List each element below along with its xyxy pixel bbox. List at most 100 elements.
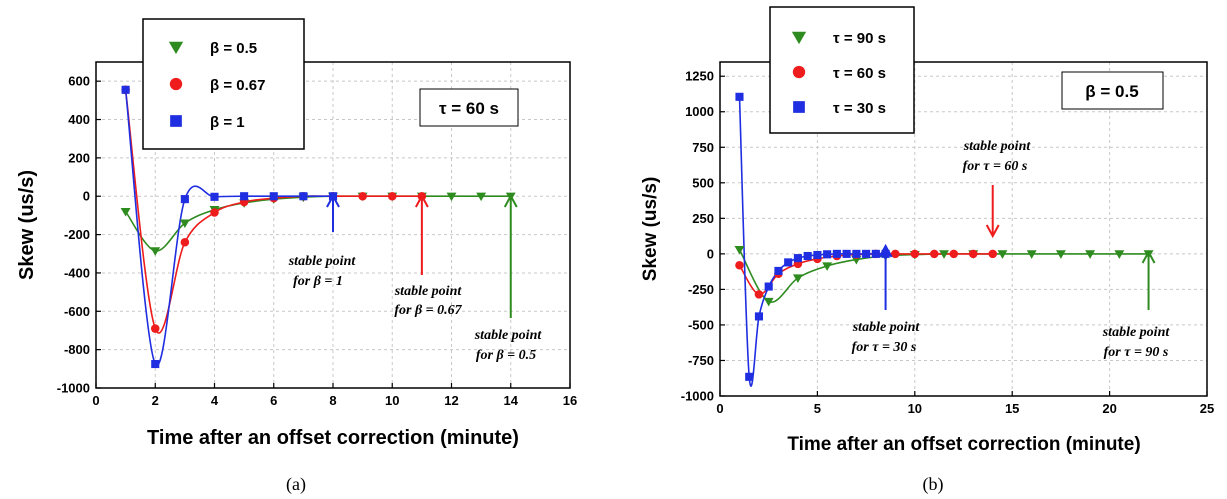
data-point-b-1 [949,249,959,259]
data-point-b-1 [754,290,764,299]
data-point-a-0 [120,207,131,217]
data-point-a-1 [150,324,160,333]
axis-ticks-a: 0 2 4 6 8 10 12 14 16 -1000 -800 -600 -400 -200 0 200 40… [57,74,577,408]
chart-panel-b: 0 5 10 15 20 25 -1000 -750 -500 -250 0 250 500 750 100… [640,6,1214,495]
data-point-b-1 [988,249,997,259]
y-axis-title-a: Skew (us/s) [16,170,38,280]
data-point-a-2 [121,85,130,94]
stable-point-arrow-a-1 [414,193,429,275]
annotation-a-2-line2: for β = 0.5 [476,348,536,363]
data-point-b-1 [910,249,920,259]
data-point-a-1 [358,191,367,201]
stable-point-arrow-b-1 [985,185,1000,239]
data-point-a-2 [210,192,219,201]
annotation-arrows-b [878,185,1156,310]
legend-marker-a-0 [168,41,184,55]
annotation-a-1-line2: for β = 0.67 [394,303,462,318]
y-tick-label-a: 200 [68,150,90,165]
annotation-b-1-line1: stable point [963,139,1032,154]
data-point-b-2 [871,249,880,258]
annotation-b-2-line1: stable point [1102,325,1171,340]
y-tick-label-b: -750 [688,353,714,368]
stable-point-arrow-a-0 [326,193,340,232]
parameter-box-b: β = 0.5 [1061,71,1164,110]
y-tick-label-a: -600 [64,304,90,319]
y-tick-label-b: -500 [688,317,714,332]
stable-point-arrow-a-2 [503,193,518,318]
series-points-b [734,92,1154,381]
data-point-a-2 [299,192,308,201]
x-tick-label-b: 25 [1200,401,1214,416]
y-tick-label-a: 0 [83,189,90,204]
data-point-b-2 [745,372,754,381]
y-tick-label-a: -800 [64,342,90,357]
data-point-b-2 [852,249,861,258]
data-point-b-2 [862,249,871,258]
legend-label-a-2: β = 1 [210,114,245,131]
data-point-b-1 [891,249,900,259]
y-tick-label-b: 250 [692,211,714,226]
data-point-a-0 [150,247,161,256]
stable-point-arrow-b-0 [878,243,893,310]
data-point-a-0 [446,192,457,202]
data-point-a-1 [210,208,219,217]
legend-a: β = 0.5 β = 0.67 β = 1 [142,18,305,150]
legend-marker-a-2 [170,115,182,127]
annotation-b-0-line1: stable point [852,320,921,335]
legend-label-b-0: τ = 90 s [833,30,886,47]
data-point-b-0 [763,297,774,307]
y-tick-label-b: -1000 [681,389,714,404]
y-tick-label-a: -400 [64,265,90,280]
y-tick-label-b: 0 [707,246,714,261]
x-tick-label-a: 14 [504,393,519,408]
data-point-b-2 [803,251,812,261]
panel-label-b: (b) [923,474,944,495]
y-axis-title-b: Skew (us/s) [640,177,661,282]
legend-b: τ = 90 s τ = 60 s τ = 30 s [769,6,915,134]
y-tick-label-a: -1000 [57,381,90,396]
data-point-b-2 [793,254,802,263]
data-point-b-1 [968,249,978,259]
x-tick-label-a: 16 [563,393,577,408]
data-point-b-2 [754,312,764,321]
data-point-b-2 [832,249,841,258]
data-point-a-1 [387,191,397,201]
x-tick-label-a: 0 [92,393,99,408]
data-point-b-2 [774,266,783,275]
x-tick-label-a: 6 [270,393,277,408]
x-tick-label-b: 0 [716,401,723,416]
x-axis-title-b: Time after an offset correction (minute) [787,434,1140,455]
data-point-b-2 [823,250,832,259]
x-tick-label-a: 4 [211,393,219,408]
data-point-a-2 [269,192,278,201]
parameter-box-a: τ = 60 s [419,88,519,127]
x-tick-label-b: 5 [814,401,821,416]
y-tick-label-a: 400 [68,112,90,127]
data-point-a-1 [180,237,190,247]
data-point-b-0 [1055,250,1066,259]
annotation-b-1-line2: for τ = 60 s [963,159,1028,174]
legend-marker-b-1 [792,65,806,79]
annotation-a-0-line2: for β = 1 [293,274,343,289]
x-tick-label-b: 15 [1005,401,1019,416]
x-tick-label-b: 10 [908,401,922,416]
x-tick-label-a: 2 [152,393,159,408]
parameter-text-a: τ = 60 s [439,99,499,118]
legend-label-b-2: τ = 30 s [833,100,886,117]
y-tick-label-b: 1250 [685,69,714,84]
x-tick-label-a: 8 [329,393,336,408]
annotation-a-0-line1: stable point [288,254,357,269]
stable-point-arrow-b-2 [1141,249,1156,310]
data-point-b-2 [784,258,793,267]
legend-marker-b-2 [793,101,805,113]
data-point-a-2 [151,359,160,369]
legend-marker-b-0 [791,31,807,45]
data-point-b-2 [764,282,773,291]
data-point-b-0 [939,250,949,259]
chart-panel-a: 0 2 4 6 8 10 12 14 16 -1000 -800 -600 -400 -200 0 200 40… [16,18,577,495]
legend-marker-a-1 [169,77,183,91]
data-point-b-2 [813,250,822,260]
y-tick-label-a: -200 [64,227,90,242]
data-point-b-1 [735,260,744,270]
